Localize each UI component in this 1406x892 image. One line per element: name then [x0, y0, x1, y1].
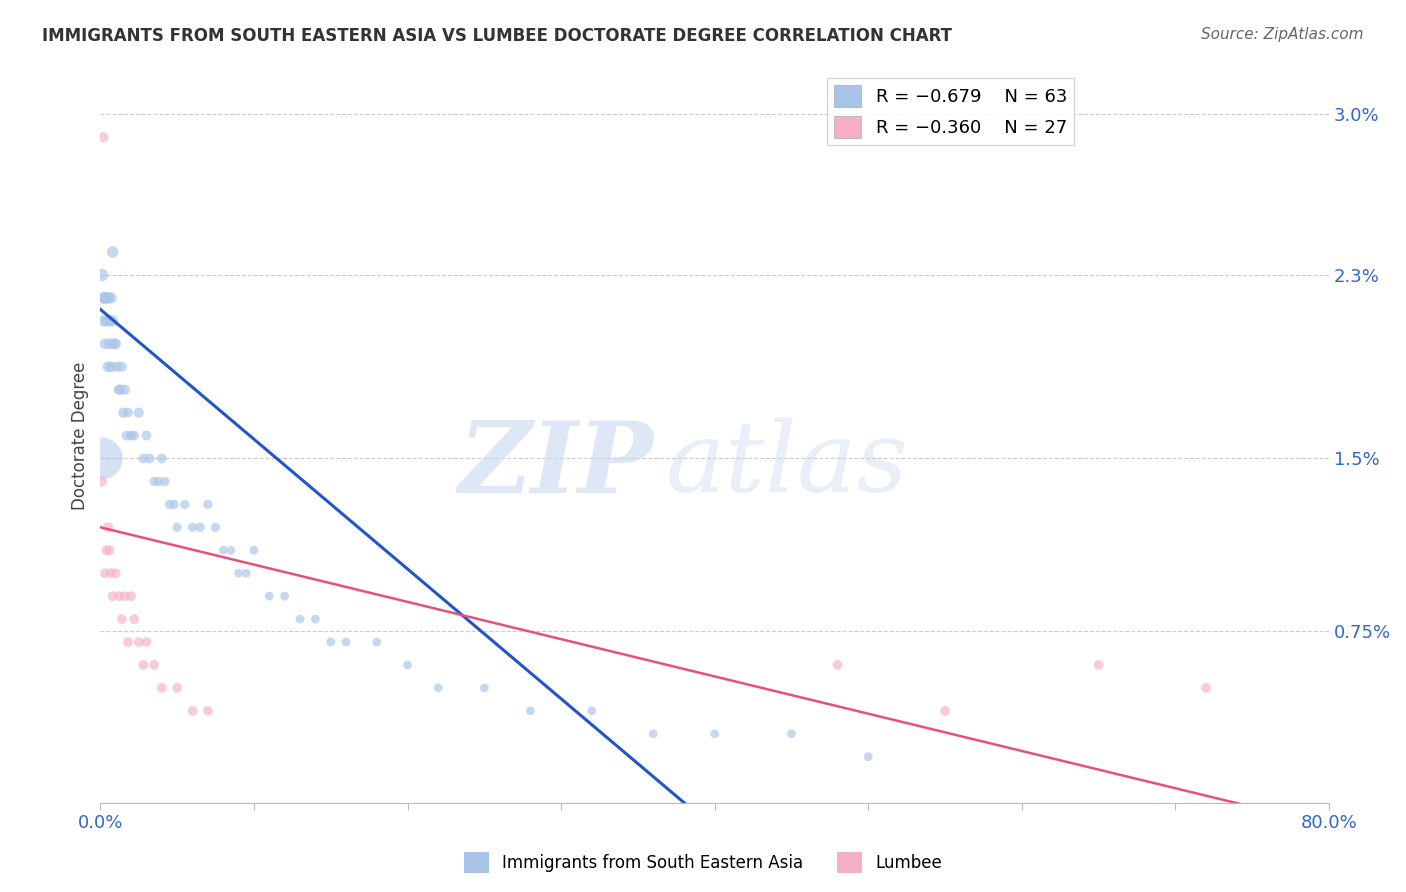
Point	[117, 635, 139, 649]
Point	[90, 451, 112, 466]
Point	[188, 520, 211, 534]
Point	[858, 749, 880, 764]
Point	[143, 475, 166, 489]
Point	[304, 612, 326, 626]
Point	[96, 314, 118, 328]
Point	[243, 543, 266, 558]
Point	[90, 475, 112, 489]
Point	[173, 497, 195, 511]
Point	[93, 130, 115, 145]
Point	[148, 475, 170, 489]
Point	[1195, 681, 1218, 695]
Point	[111, 612, 134, 626]
Point	[135, 635, 157, 649]
Point	[132, 657, 155, 672]
Point	[143, 657, 166, 672]
Point	[120, 589, 142, 603]
Point	[138, 451, 160, 466]
Point	[472, 681, 495, 695]
Text: ZIP: ZIP	[458, 417, 654, 513]
Point	[98, 336, 121, 351]
Point	[319, 635, 342, 649]
Point	[228, 566, 250, 581]
Point	[114, 383, 136, 397]
Point	[114, 589, 136, 603]
Point	[115, 428, 138, 442]
Point	[335, 635, 357, 649]
Point	[122, 612, 145, 626]
Point	[643, 727, 665, 741]
Point	[104, 566, 127, 581]
Y-axis label: Doctorate Degree: Doctorate Degree	[72, 361, 89, 509]
Text: IMMIGRANTS FROM SOUTH EASTERN ASIA VS LUMBEE DOCTORATE DEGREE CORRELATION CHART: IMMIGRANTS FROM SOUTH EASTERN ASIA VS LU…	[42, 27, 952, 45]
Point	[427, 681, 450, 695]
Point	[107, 589, 129, 603]
Point	[132, 451, 155, 466]
Point	[96, 543, 118, 558]
Point	[105, 359, 128, 374]
Point	[98, 543, 121, 558]
Legend: Immigrants from South Eastern Asia, Lumbee: Immigrants from South Eastern Asia, Lumb…	[457, 846, 949, 880]
Point	[112, 406, 135, 420]
Text: atlas: atlas	[665, 417, 908, 513]
Point	[117, 406, 139, 420]
Point	[204, 520, 226, 534]
Point	[100, 291, 122, 305]
Point	[90, 268, 112, 282]
Point	[581, 704, 603, 718]
Point	[212, 543, 235, 558]
Point	[93, 291, 115, 305]
Point	[94, 336, 117, 351]
Point	[1087, 657, 1109, 672]
Point	[934, 704, 956, 718]
Point	[104, 336, 127, 351]
Point	[703, 727, 725, 741]
Point	[159, 497, 181, 511]
Point	[101, 245, 124, 260]
Point	[288, 612, 311, 626]
Point	[100, 359, 122, 374]
Point	[97, 359, 120, 374]
Point	[235, 566, 257, 581]
Point	[150, 681, 173, 695]
Point	[107, 383, 129, 397]
Point	[780, 727, 803, 741]
Point	[181, 704, 204, 718]
Point	[110, 383, 132, 397]
Legend: R = −0.679    N = 63, R = −0.360    N = 27: R = −0.679 N = 63, R = −0.360 N = 27	[827, 78, 1074, 145]
Point	[101, 314, 124, 328]
Point	[150, 451, 173, 466]
Point	[101, 589, 124, 603]
Point	[120, 428, 142, 442]
Point	[94, 566, 117, 581]
Point	[98, 314, 121, 328]
Point	[128, 635, 150, 649]
Point	[103, 336, 125, 351]
Point	[181, 520, 204, 534]
Point	[366, 635, 388, 649]
Point	[827, 657, 849, 672]
Point	[219, 543, 242, 558]
Point	[396, 657, 419, 672]
Point	[519, 704, 541, 718]
Point	[122, 428, 145, 442]
Point	[97, 520, 120, 534]
Point	[97, 291, 120, 305]
Point	[197, 704, 219, 718]
Point	[135, 428, 157, 442]
Text: Source: ZipAtlas.com: Source: ZipAtlas.com	[1201, 27, 1364, 42]
Point	[166, 520, 188, 534]
Point	[166, 681, 188, 695]
Point	[273, 589, 295, 603]
Point	[163, 497, 186, 511]
Point	[111, 359, 134, 374]
Point	[153, 475, 176, 489]
Point	[94, 291, 117, 305]
Point	[128, 406, 150, 420]
Point	[197, 497, 219, 511]
Point	[93, 314, 115, 328]
Point	[259, 589, 281, 603]
Point	[100, 566, 122, 581]
